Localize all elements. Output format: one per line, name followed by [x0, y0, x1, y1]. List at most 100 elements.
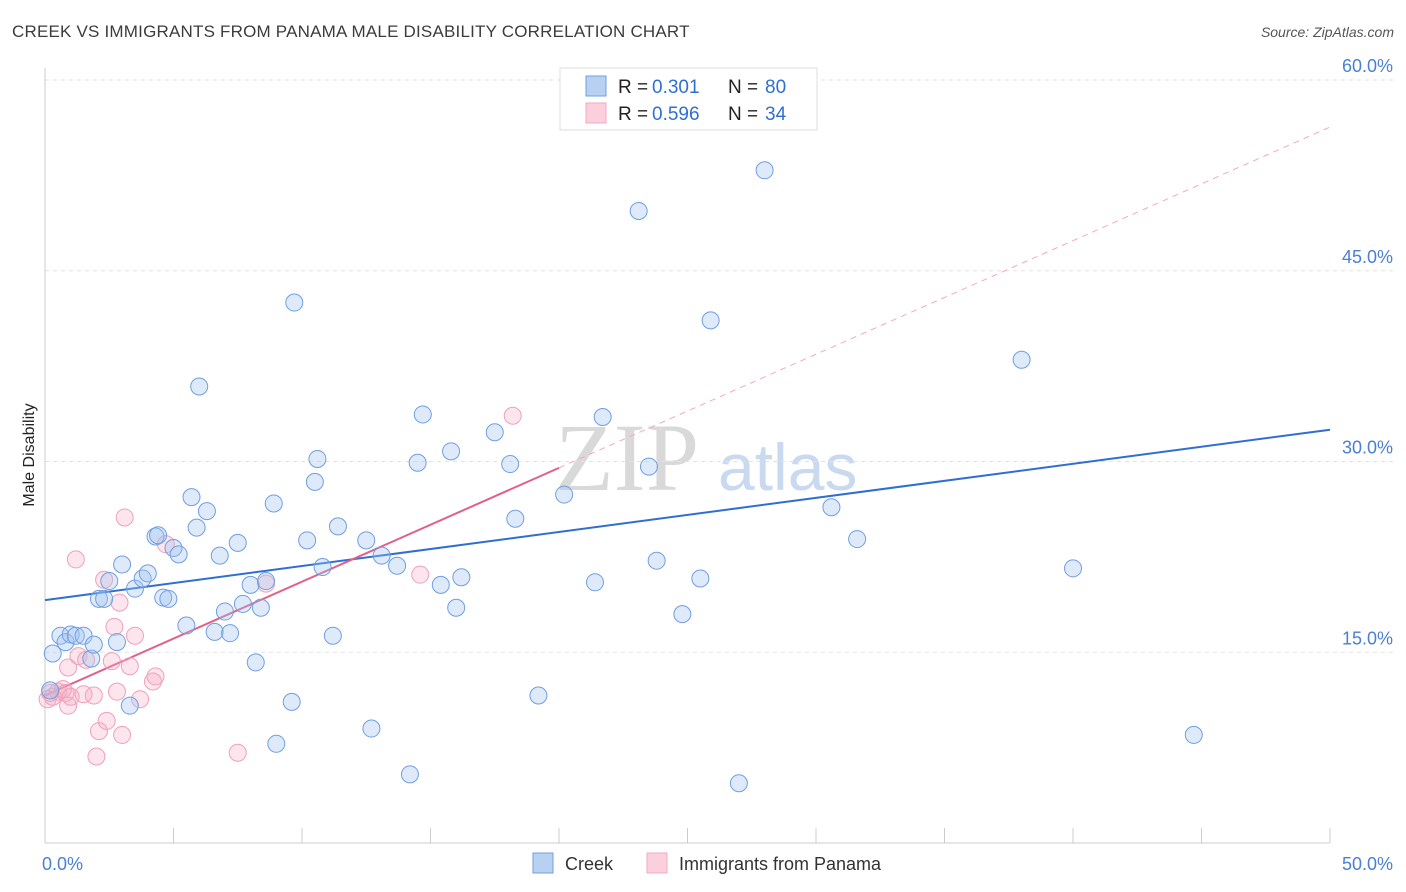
point-creek: [298, 531, 317, 550]
point-creek: [323, 626, 342, 645]
legend-panama-r-value: 0.596: [652, 104, 700, 125]
point-panama: [97, 711, 116, 730]
y-tick-labels: 15.0% 30.0% 45.0% 60.0%: [1342, 56, 1393, 648]
point-creek: [233, 594, 252, 613]
point-panama: [131, 690, 150, 709]
point-creek: [120, 696, 139, 715]
point-creek: [241, 575, 260, 594]
point-panama: [84, 686, 103, 705]
point-creek: [251, 598, 270, 617]
point-panama: [110, 593, 129, 612]
legend-panama-n-value: 34: [765, 104, 787, 125]
legend-creek-r-value: 0.301: [652, 77, 700, 98]
point-panama: [228, 743, 247, 762]
legend-panama-r-label: R =: [618, 104, 648, 125]
point-panama: [503, 406, 522, 425]
point-creek: [822, 498, 841, 517]
point-creek: [221, 624, 240, 643]
legend-panama-n-label: N =: [728, 104, 758, 125]
point-creek: [210, 546, 229, 565]
point-panama: [146, 667, 165, 686]
point-creek: [264, 494, 283, 513]
point-creek: [246, 653, 265, 672]
point-creek: [100, 572, 119, 591]
bottom-legend-creek: Creek: [565, 854, 614, 874]
trendline-panama: [44, 466, 560, 697]
y-tick-label: 60.0%: [1342, 56, 1393, 76]
point-creek: [372, 546, 391, 565]
point-panama: [89, 722, 108, 741]
y-tick-label: 30.0%: [1342, 438, 1393, 458]
trendline-creek: [44, 428, 1331, 602]
point-creek: [190, 377, 209, 396]
legend-box: R = 0.301 N = 80 R = 0.596 N = 34: [559, 67, 818, 131]
point-creek: [691, 569, 710, 588]
source-label: Source: ZipAtlas.com: [1260, 24, 1394, 40]
x-tick-labels: 0.0% 50.0%: [42, 854, 1393, 874]
point-creek: [228, 533, 247, 552]
point-creek: [529, 686, 548, 705]
x-tick-label: 0.0%: [42, 854, 83, 874]
point-creek: [125, 579, 144, 598]
point-creek: [133, 569, 152, 588]
y-tick-label: 15.0%: [1342, 628, 1393, 648]
point-creek: [629, 201, 648, 220]
legend-creek-swatch: [585, 75, 607, 97]
point-creek: [197, 502, 216, 521]
point-creek: [413, 405, 432, 424]
point-creek: [182, 488, 201, 507]
point-creek: [442, 442, 461, 461]
bottom-legend-creek-swatch: [532, 852, 554, 874]
point-creek: [82, 649, 101, 668]
point-creek: [701, 311, 720, 330]
point-creek: [585, 573, 604, 592]
point-creek: [282, 692, 301, 711]
point-panama: [102, 652, 121, 671]
point-creek: [107, 633, 126, 652]
point-creek: [313, 558, 332, 577]
bottom-legend: Creek Immigrants from Panama: [532, 852, 882, 874]
point-creek: [187, 518, 206, 537]
point-creek: [159, 589, 178, 608]
point-panama: [113, 725, 132, 744]
point-creek: [328, 517, 347, 536]
point-panama: [120, 657, 139, 676]
point-panama: [59, 658, 78, 677]
point-creek: [169, 545, 188, 564]
point-creek: [755, 161, 774, 180]
y-axis-label: Male Disability: [21, 403, 38, 506]
point-creek: [177, 616, 196, 635]
point-creek: [452, 568, 471, 587]
point-creek: [485, 423, 504, 442]
watermark-zip: ZIP: [555, 404, 699, 511]
y-tick-label: 45.0%: [1342, 247, 1393, 267]
point-creek: [1012, 350, 1031, 369]
point-creek: [400, 765, 419, 784]
point-creek: [149, 526, 168, 545]
point-panama: [125, 626, 144, 645]
point-panama: [411, 565, 430, 584]
point-panama: [115, 508, 134, 527]
point-creek: [673, 605, 692, 624]
point-creek: [1064, 559, 1082, 578]
point-creek: [593, 407, 612, 426]
point-creek: [1184, 725, 1203, 744]
series-creek-points: [41, 161, 1203, 793]
point-creek: [639, 457, 658, 476]
chart-title: CREEK VS IMMIGRANTS FROM PANAMA MALE DIS…: [12, 22, 690, 41]
point-creek: [257, 572, 276, 591]
point-creek: [408, 453, 427, 472]
point-panama: [66, 550, 85, 569]
legend-creek-n-label: N =: [728, 77, 758, 98]
legend-creek-n-value: 80: [765, 77, 786, 98]
point-creek: [388, 556, 407, 575]
point-creek: [89, 589, 108, 608]
point-panama: [105, 617, 124, 636]
point-creek: [506, 509, 525, 528]
point-creek: [848, 530, 867, 549]
bottom-legend-panama-swatch: [646, 852, 668, 874]
point-creek: [84, 635, 103, 654]
axes: [44, 68, 1331, 844]
point-creek: [285, 293, 304, 312]
